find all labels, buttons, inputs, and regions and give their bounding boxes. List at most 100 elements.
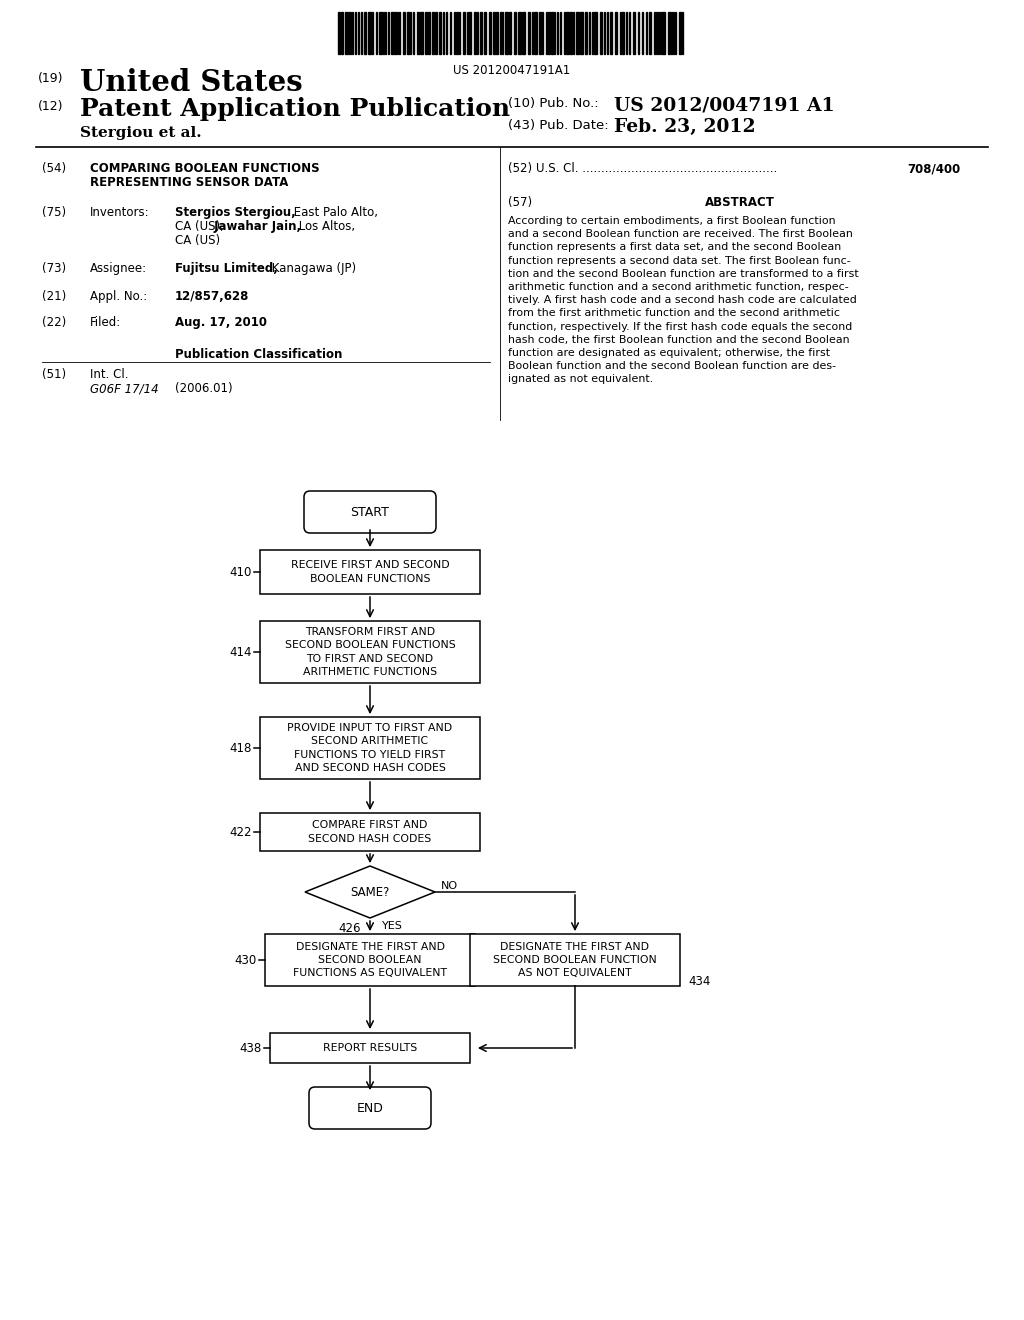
Text: and a second Boolean function are received. The first Boolean: and a second Boolean function are receiv… [508, 230, 853, 239]
Text: Stergiou et al.: Stergiou et al. [80, 125, 202, 140]
Bar [600, 12, 602, 54]
Text: TRANSFORM FIRST AND
SECOND BOOLEAN FUNCTIONS
TO FIRST AND SECOND
ARITHMETIC FUNC: TRANSFORM FIRST AND SECOND BOOLEAN FUNCT… [285, 627, 456, 677]
Bar [260, 717, 480, 779]
Bar [622, 12, 624, 54]
Text: REPORT RESULTS: REPORT RESULTS [323, 1043, 417, 1053]
Text: (2006.01): (2006.01) [175, 381, 232, 395]
Text: Fujitsu Limited,: Fujitsu Limited, [175, 261, 278, 275]
Text: tively. A first hash code and a second hash code are calculated: tively. A first hash code and a second h… [508, 296, 857, 305]
Bar [425, 12, 427, 54]
Bar [474, 12, 476, 54]
Text: 430: 430 [234, 953, 257, 966]
Text: (54): (54) [42, 162, 67, 176]
Bar [585, 12, 587, 54]
Bar [484, 12, 486, 54]
Text: function are designated as equivalent; otherwise, the first: function are designated as equivalent; o… [508, 348, 830, 358]
Bar [428, 12, 430, 54]
Bar [368, 12, 371, 54]
Bar [633, 12, 635, 54]
Bar [522, 12, 525, 54]
Bar [518, 12, 521, 54]
Text: (19): (19) [38, 73, 63, 84]
Text: (21): (21) [42, 290, 67, 304]
Bar [493, 12, 495, 54]
Bar [463, 12, 465, 54]
Bar [580, 12, 583, 54]
Bar [260, 620, 480, 682]
Bar [528, 12, 530, 54]
Text: function represents a second data set. The first Boolean func-: function represents a second data set. T… [508, 256, 851, 265]
Text: function, respectively. If the first hash code equals the second: function, respectively. If the first has… [508, 322, 852, 331]
Bar [432, 12, 434, 54]
Bar [514, 12, 516, 54]
Bar [260, 550, 480, 594]
Text: (43) Pub. Date:: (43) Pub. Date: [508, 119, 608, 132]
Text: U.S. Cl. ....................................................: U.S. Cl. ...............................… [536, 162, 777, 176]
Text: COMPARING BOOLEAN FUNCTIONS: COMPARING BOOLEAN FUNCTIONS [90, 162, 319, 176]
Bar [341, 12, 343, 54]
Text: (73): (73) [42, 261, 67, 275]
Bar [534, 12, 537, 54]
Text: NO: NO [441, 880, 458, 891]
Bar [594, 12, 597, 54]
Text: DESIGNATE THE FIRST AND
SECOND BOOLEAN
FUNCTIONS AS EQUIVALENT: DESIGNATE THE FIRST AND SECOND BOOLEAN F… [293, 941, 447, 978]
Text: United States: United States [80, 69, 303, 96]
Bar [551, 12, 553, 54]
Text: CA (US): CA (US) [175, 234, 220, 247]
Bar [420, 12, 423, 54]
Text: G06F 17/14: G06F 17/14 [90, 381, 159, 395]
FancyBboxPatch shape [304, 491, 436, 533]
Text: (12): (12) [38, 100, 63, 114]
Text: from the first arithmetic function and the second arithmetic: from the first arithmetic function and t… [508, 309, 840, 318]
Text: COMPARE FIRST AND
SECOND HASH CODES: COMPARE FIRST AND SECOND HASH CODES [308, 821, 432, 843]
Text: ABSTRACT: ABSTRACT [706, 195, 775, 209]
Bar [575, 12, 579, 54]
Text: Appl. No.:: Appl. No.: [90, 290, 147, 304]
Text: function represents a first data set, and the second Boolean: function represents a first data set, an… [508, 243, 842, 252]
Bar [439, 12, 441, 54]
Bar [379, 12, 382, 54]
Bar [480, 12, 482, 54]
FancyBboxPatch shape [309, 1086, 431, 1129]
Text: Boolean function and the second Boolean function are des-: Boolean function and the second Boolean … [508, 362, 837, 371]
Text: SAME?: SAME? [350, 886, 390, 899]
Bar [570, 12, 572, 54]
Text: (51): (51) [42, 368, 67, 381]
Text: Int. Cl.: Int. Cl. [90, 368, 128, 381]
Text: (10) Pub. No.:: (10) Pub. No.: [508, 96, 599, 110]
Text: YES: YES [382, 921, 402, 931]
Bar [435, 12, 437, 54]
Text: US 2012/0047191 A1: US 2012/0047191 A1 [614, 96, 835, 114]
Bar [548, 12, 550, 54]
Text: Assignee:: Assignee: [90, 261, 147, 275]
Text: Inventors:: Inventors: [90, 206, 150, 219]
Text: arithmetic function and a second arithmetic function, respec-: arithmetic function and a second arithme… [508, 282, 849, 292]
Bar [394, 12, 396, 54]
Bar [668, 12, 670, 54]
Bar [496, 12, 498, 54]
Bar [265, 935, 475, 986]
Text: (75): (75) [42, 206, 67, 219]
Text: 708/400: 708/400 [906, 162, 961, 176]
Text: PROVIDE INPUT TO FIRST AND
SECOND ARITHMETIC
FUNCTIONS TO YIELD FIRST
AND SECOND: PROVIDE INPUT TO FIRST AND SECOND ARITHM… [288, 723, 453, 772]
Text: According to certain embodiments, a first Boolean function: According to certain embodiments, a firs… [508, 216, 836, 226]
Text: Publication Classification: Publication Classification [175, 348, 342, 360]
Text: ignated as not equivalent.: ignated as not equivalent. [508, 375, 653, 384]
Text: (57): (57) [508, 195, 532, 209]
Bar [505, 12, 508, 54]
Text: Stergios Stergiou,: Stergios Stergiou, [175, 206, 296, 219]
Text: (22): (22) [42, 315, 67, 329]
Bar [470, 935, 680, 986]
Text: START: START [350, 506, 389, 519]
Bar [610, 12, 612, 54]
Bar [509, 12, 511, 54]
Bar [391, 12, 393, 54]
Bar [539, 12, 541, 54]
Bar [345, 12, 347, 54]
Text: DESIGNATE THE FIRST AND
SECOND BOOLEAN FUNCTION
AS NOT EQUIVALENT: DESIGNATE THE FIRST AND SECOND BOOLEAN F… [494, 941, 656, 978]
Text: 422: 422 [229, 825, 252, 838]
Text: US 20120047191A1: US 20120047191A1 [454, 63, 570, 77]
Text: 438: 438 [240, 1041, 262, 1055]
Bar [417, 12, 419, 54]
Text: 434: 434 [688, 975, 711, 987]
